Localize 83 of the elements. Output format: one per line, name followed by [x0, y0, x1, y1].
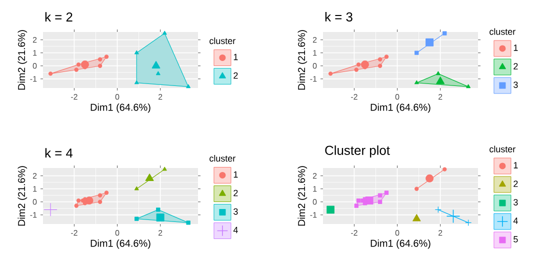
chart-title: k = 3 [325, 12, 352, 22]
legend-title: cluster [490, 146, 516, 152]
point [156, 213, 164, 222]
point [98, 57, 102, 62]
x-axis-title: Dim1 (64.6%) [90, 104, 150, 113]
point [76, 62, 81, 67]
point [436, 76, 445, 84]
point [156, 208, 160, 212]
point [426, 174, 434, 182]
point [354, 68, 358, 72]
point [328, 72, 333, 76]
point [186, 84, 191, 88]
point [74, 68, 78, 72]
point [74, 204, 78, 208]
legend-label: 3 [514, 199, 518, 206]
legend-label: 2 [234, 72, 238, 79]
x-axis-title: Dim1 (64.6%) [90, 240, 150, 249]
point [162, 30, 167, 35]
y-axis-title: Dim2 (21.6%) [298, 30, 308, 90]
point [356, 198, 361, 203]
point [162, 166, 167, 171]
point [446, 209, 460, 224]
point [76, 198, 81, 203]
point [442, 167, 447, 172]
chart-title: k = 4 [45, 148, 73, 158]
point [354, 204, 358, 208]
point [326, 206, 334, 214]
legend-title: cluster [490, 28, 516, 35]
point [426, 38, 434, 46]
point [134, 50, 139, 54]
point [152, 61, 160, 68]
legend-label: 4 [233, 226, 238, 234]
x-axis-title: Dim1 (64.6%) [370, 240, 430, 249]
point [145, 174, 154, 182]
point [378, 193, 382, 198]
point [356, 62, 361, 67]
point [98, 200, 102, 204]
chart-title: k = 2 [45, 12, 72, 22]
legend-label: 3 [514, 82, 518, 88]
x-axis-title: Dim1 (64.6%) [370, 104, 430, 113]
legend-label: 4 [513, 218, 518, 224]
point [134, 186, 139, 190]
legend-label: 2 [514, 180, 518, 187]
point [414, 50, 419, 55]
point [104, 190, 109, 195]
legend-label: 5 [514, 236, 518, 242]
point [434, 206, 442, 213]
point [378, 64, 382, 68]
point [104, 54, 109, 59]
point [48, 72, 53, 76]
point [442, 31, 447, 36]
y-axis-title: Dim2 (21.6%) [18, 30, 28, 90]
point [156, 71, 160, 76]
point [98, 64, 102, 68]
legend-label: 1 [514, 162, 518, 168]
point [186, 220, 190, 225]
point [98, 193, 102, 198]
point [412, 214, 421, 222]
legend-label: 1 [514, 44, 518, 51]
point [436, 71, 440, 76]
chart-title: Cluster plot [325, 145, 390, 158]
point [414, 80, 419, 84]
legend-title: cluster [210, 38, 236, 44]
point [44, 202, 58, 216]
legend-label: 2 [234, 190, 238, 196]
legend-label: 3 [234, 208, 238, 215]
point [465, 219, 472, 226]
point [384, 54, 389, 59]
point [384, 190, 389, 195]
point [378, 200, 382, 204]
point [134, 80, 139, 84]
legend-label: 1 [234, 54, 238, 60]
point [362, 201, 368, 206]
y-axis-title: Dim2 (21.6%) [18, 166, 28, 226]
point [466, 84, 471, 88]
legend-label: 2 [514, 63, 518, 70]
point [378, 57, 382, 62]
legend-title: cluster [210, 155, 236, 162]
point [134, 216, 139, 221]
legend-label: 1 [234, 171, 238, 178]
point [414, 186, 419, 191]
y-axis-title: Dim2 (21.6%) [298, 166, 308, 226]
point [82, 201, 88, 206]
